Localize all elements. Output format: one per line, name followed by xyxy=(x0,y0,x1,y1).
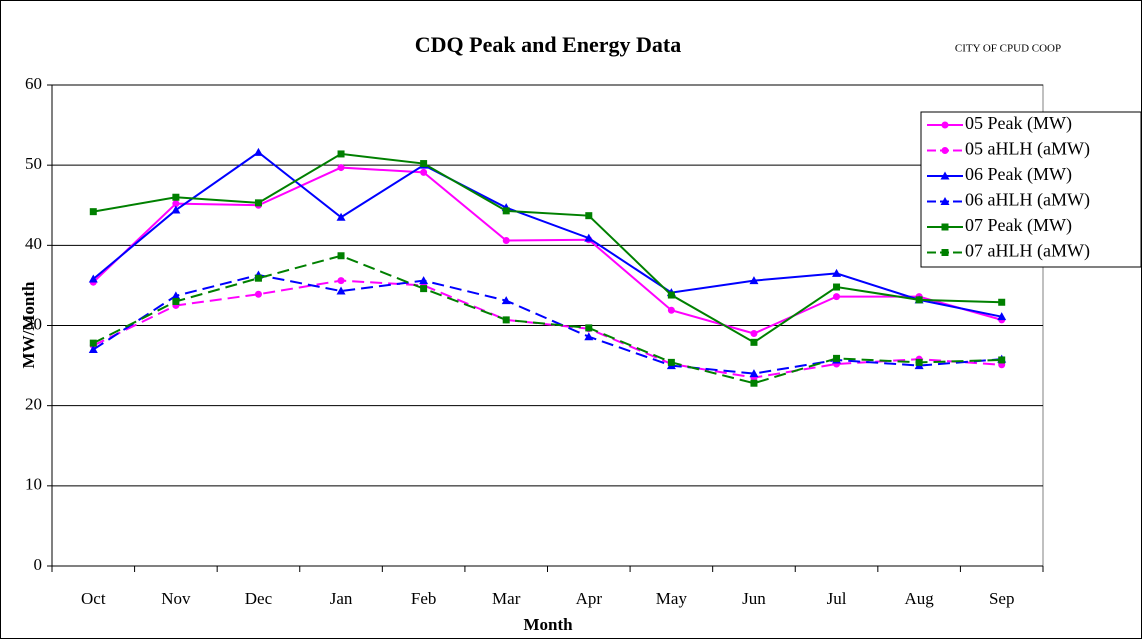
legend-label: 06 Peak (MW) xyxy=(965,164,1072,185)
x-tick-label: Oct xyxy=(81,589,106,608)
marker xyxy=(254,290,262,298)
marker xyxy=(172,200,180,208)
x-tick-label: Mar xyxy=(492,589,521,608)
marker xyxy=(501,296,511,305)
marker xyxy=(667,306,675,314)
marker xyxy=(419,276,429,285)
marker xyxy=(337,150,345,158)
marker xyxy=(420,160,428,168)
legend-label: 06 aHLH (aMW) xyxy=(965,190,1090,211)
marker xyxy=(502,237,510,245)
marker xyxy=(253,147,263,156)
legend-box xyxy=(920,111,1142,268)
y-tick-label: 60 xyxy=(25,74,42,93)
y-tick-label: 10 xyxy=(25,475,42,494)
x-tick-label: Feb xyxy=(411,589,437,608)
marker xyxy=(915,296,923,304)
legend-label: 05 aHLH (aMW) xyxy=(965,139,1090,160)
y-tick-label: 20 xyxy=(25,395,42,414)
marker xyxy=(584,233,594,242)
series-line xyxy=(93,152,1002,344)
x-tick-label: Jan xyxy=(330,589,353,608)
marker xyxy=(832,268,842,277)
marker xyxy=(997,312,1007,321)
marker xyxy=(171,291,181,300)
marker xyxy=(89,339,97,347)
marker xyxy=(833,283,841,291)
marker xyxy=(998,356,1006,364)
chart-title: CDQ Peak and Energy Data xyxy=(415,32,681,57)
marker xyxy=(337,252,345,260)
marker xyxy=(584,332,594,341)
legend-marker xyxy=(941,121,949,129)
x-axis-label: Month xyxy=(523,615,573,634)
marker xyxy=(915,358,923,366)
y-tick-label: 0 xyxy=(34,555,43,574)
y-tick-label: 30 xyxy=(25,314,42,333)
x-tick-label: Aug xyxy=(904,589,934,608)
series-line xyxy=(92,254,1002,385)
legend-marker xyxy=(940,171,950,180)
x-tick-label: Dec xyxy=(245,589,273,608)
x-tick-label: Apr xyxy=(576,589,603,608)
marker xyxy=(667,358,675,366)
marker xyxy=(336,286,346,295)
marker xyxy=(89,208,97,216)
x-tick-label: Nov xyxy=(161,589,191,608)
marker xyxy=(420,285,428,293)
series-line xyxy=(92,151,1002,318)
marker xyxy=(667,291,675,299)
marker xyxy=(172,297,180,305)
legend-label: 05 Peak (MW) xyxy=(965,113,1072,134)
marker xyxy=(998,298,1006,306)
marker xyxy=(833,293,841,301)
series-line xyxy=(92,279,1002,379)
legend-label: 07 aHLH (aMW) xyxy=(965,241,1090,262)
marker xyxy=(749,369,759,378)
marker xyxy=(171,205,181,214)
legend-marker xyxy=(941,147,949,154)
y-axis-label: MW/Month xyxy=(19,281,38,368)
marker xyxy=(337,277,345,285)
y-tick-label: 50 xyxy=(25,154,42,173)
marker xyxy=(585,212,593,220)
marker xyxy=(750,330,758,338)
legend-label: 07 Peak (MW) xyxy=(965,215,1072,236)
marker xyxy=(254,274,262,282)
x-tick-label: Jun xyxy=(742,589,766,608)
legend-marker xyxy=(940,197,950,205)
series-line xyxy=(92,166,1002,335)
series-line xyxy=(92,273,1002,375)
marker xyxy=(254,199,262,207)
marker xyxy=(749,276,759,285)
marker xyxy=(585,324,593,332)
marker xyxy=(420,168,428,176)
marker xyxy=(502,316,510,324)
x-tick-label: Sep xyxy=(989,589,1015,608)
annotation: CITY OF CPUD COOP xyxy=(955,43,1061,55)
marker xyxy=(337,164,345,172)
marker xyxy=(172,193,180,201)
marker xyxy=(88,274,98,283)
marker xyxy=(336,212,346,221)
legend-marker xyxy=(941,223,949,231)
x-tick-label: May xyxy=(656,589,688,608)
marker xyxy=(750,379,758,387)
marker xyxy=(88,345,98,354)
marker xyxy=(833,354,841,362)
x-tick-label: Jul xyxy=(827,589,847,608)
legend-marker xyxy=(941,249,949,256)
marker xyxy=(502,207,510,215)
y-tick-label: 40 xyxy=(25,234,42,253)
marker xyxy=(750,338,758,346)
